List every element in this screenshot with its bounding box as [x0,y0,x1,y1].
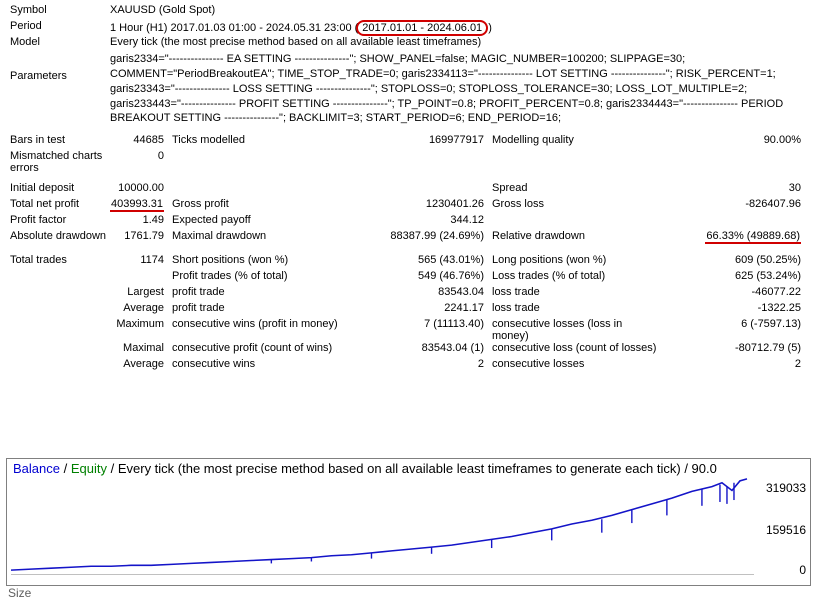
largest-loss-value: -46077.22 [660,286,807,298]
maxdd-label: Maximal drawdown [170,230,350,242]
totaltrades-value: 1174 [110,254,170,266]
bars-label: Bars in test [10,134,110,146]
model-label: Model [10,36,110,48]
avg-profit-value: 2241.17 [350,302,490,314]
payoff-label: Expected payoff [170,214,350,226]
deposit-value: 10000.00 [110,182,170,194]
balance-legend: Balance [13,461,60,476]
netprofit-label: Total net profit [10,198,110,210]
netprofit-value: 403993.31 [110,198,170,212]
maxconsprofit-label: consecutive profit (count of wins) [170,342,350,354]
grossloss-value: -826407.96 [660,198,807,210]
maxconsprofit-value: 83543.04 (1) [350,342,490,354]
grossprofit-value: 1230401.26 [350,198,490,210]
backtest-report: Symbol XAUUSD (Gold Spot) Period 1 Hour … [0,0,817,374]
profitfactor-label: Profit factor [10,214,110,226]
losstrades-label: Loss trades (% of total) [490,270,660,282]
short-value: 565 (43.01%) [350,254,490,266]
average-label: Average [110,302,170,314]
parameters-label: Parameters [10,52,110,82]
bars-value: 44685 [110,134,170,146]
avg-loss-label: loss trade [490,302,660,314]
avgconswins-value: 2 [350,358,490,370]
parameters-value: garis2334="--------------- EA SETTING --… [110,52,807,126]
chart-baseline [11,574,754,575]
period-highlight-oval: 2017.01.01 - 2024.06.01 [356,20,488,36]
payoff-value: 344.12 [350,214,490,226]
grossprofit-label: Gross profit [170,198,350,210]
ytick-2: 0 [799,563,806,577]
size-label: Size [8,586,31,600]
consloss-value: 6 (-7597.13) [660,318,807,330]
long-value: 609 (50.25%) [660,254,807,266]
ytick-0: 319033 [766,481,806,495]
deposit-label: Initial deposit [10,182,110,194]
maximal-label: Maximal [110,342,170,354]
avgcons-label: Average [110,358,170,370]
avg-loss-value: -1322.25 [660,302,807,314]
ytick-1: 159516 [766,523,806,537]
maxconsloss-label: consecutive loss (count of losses) [490,342,660,354]
period-suffix: ) [488,22,492,34]
profitfactor-value: 1.49 [110,214,170,226]
period-value: 1 Hour (H1) 2017.01.03 01:00 - 2024.05.3… [110,20,807,36]
reldd-label: Relative drawdown [490,230,660,242]
period-prefix: 1 Hour (H1) 2017.01.03 01:00 - 2024.05.3… [110,22,358,34]
avgconsloss-value: 2 [660,358,807,370]
totaltrades-label: Total trades [10,254,110,266]
largest-profit-label: profit trade [170,286,350,298]
quality-value: 90.00% [660,134,807,146]
avg-profit-label: profit trade [170,302,350,314]
equity-chart: Balance / Equity / Every tick (the most … [6,458,811,586]
conswins-label: consecutive wins (profit in money) [170,318,350,330]
balance-curve [11,479,747,570]
reldd-value: 66.33% (49889.68) [660,230,807,244]
symbol-label: Symbol [10,4,110,16]
grossloss-label: Gross loss [490,198,660,210]
maxconsloss-value: -80712.79 (5) [660,342,807,354]
chart-title: Balance / Equity / Every tick (the most … [13,461,717,476]
maxdd-value: 88387.99 (24.69%) [350,230,490,242]
short-label: Short positions (won %) [170,254,350,266]
equity-legend: Equity [71,461,107,476]
losstrades-value: 625 (53.24%) [660,270,807,282]
consloss-label: consecutive losses (loss in money) [490,318,660,342]
ticks-value: 169977917 [350,134,490,146]
maximum-label: Maximum [110,318,170,330]
chart-title-rest: / Every tick (the most precise method ba… [111,461,717,476]
spread-label: Spread [490,182,660,194]
quality-label: Modelling quality [490,134,660,146]
avgconsloss-label: consecutive losses [490,358,660,370]
largest-label: Largest [110,286,170,298]
spread-value: 30 [660,182,807,194]
mismatch-label: Mismatched charts errors [10,150,110,174]
period-label: Period [10,20,110,32]
largest-loss-label: loss trade [490,286,660,298]
long-label: Long positions (won %) [490,254,660,266]
proftrades-label: Profit trades (% of total) [170,270,350,282]
proftrades-value: 549 (46.76%) [350,270,490,282]
absdd-label: Absolute drawdown [10,230,110,242]
balance-curve-svg [11,477,752,573]
absdd-value: 1761.79 [110,230,170,242]
conswins-value: 7 (11113.40) [350,318,490,330]
avgconswins-label: consecutive wins [170,358,350,370]
symbol-value: XAUUSD (Gold Spot) [110,4,807,16]
model-value: Every tick (the most precise method base… [110,36,807,48]
drawdown-spikes [271,483,734,564]
largest-profit-value: 83543.04 [350,286,490,298]
mismatch-value: 0 [110,150,170,162]
ticks-label: Ticks modelled [170,134,350,146]
